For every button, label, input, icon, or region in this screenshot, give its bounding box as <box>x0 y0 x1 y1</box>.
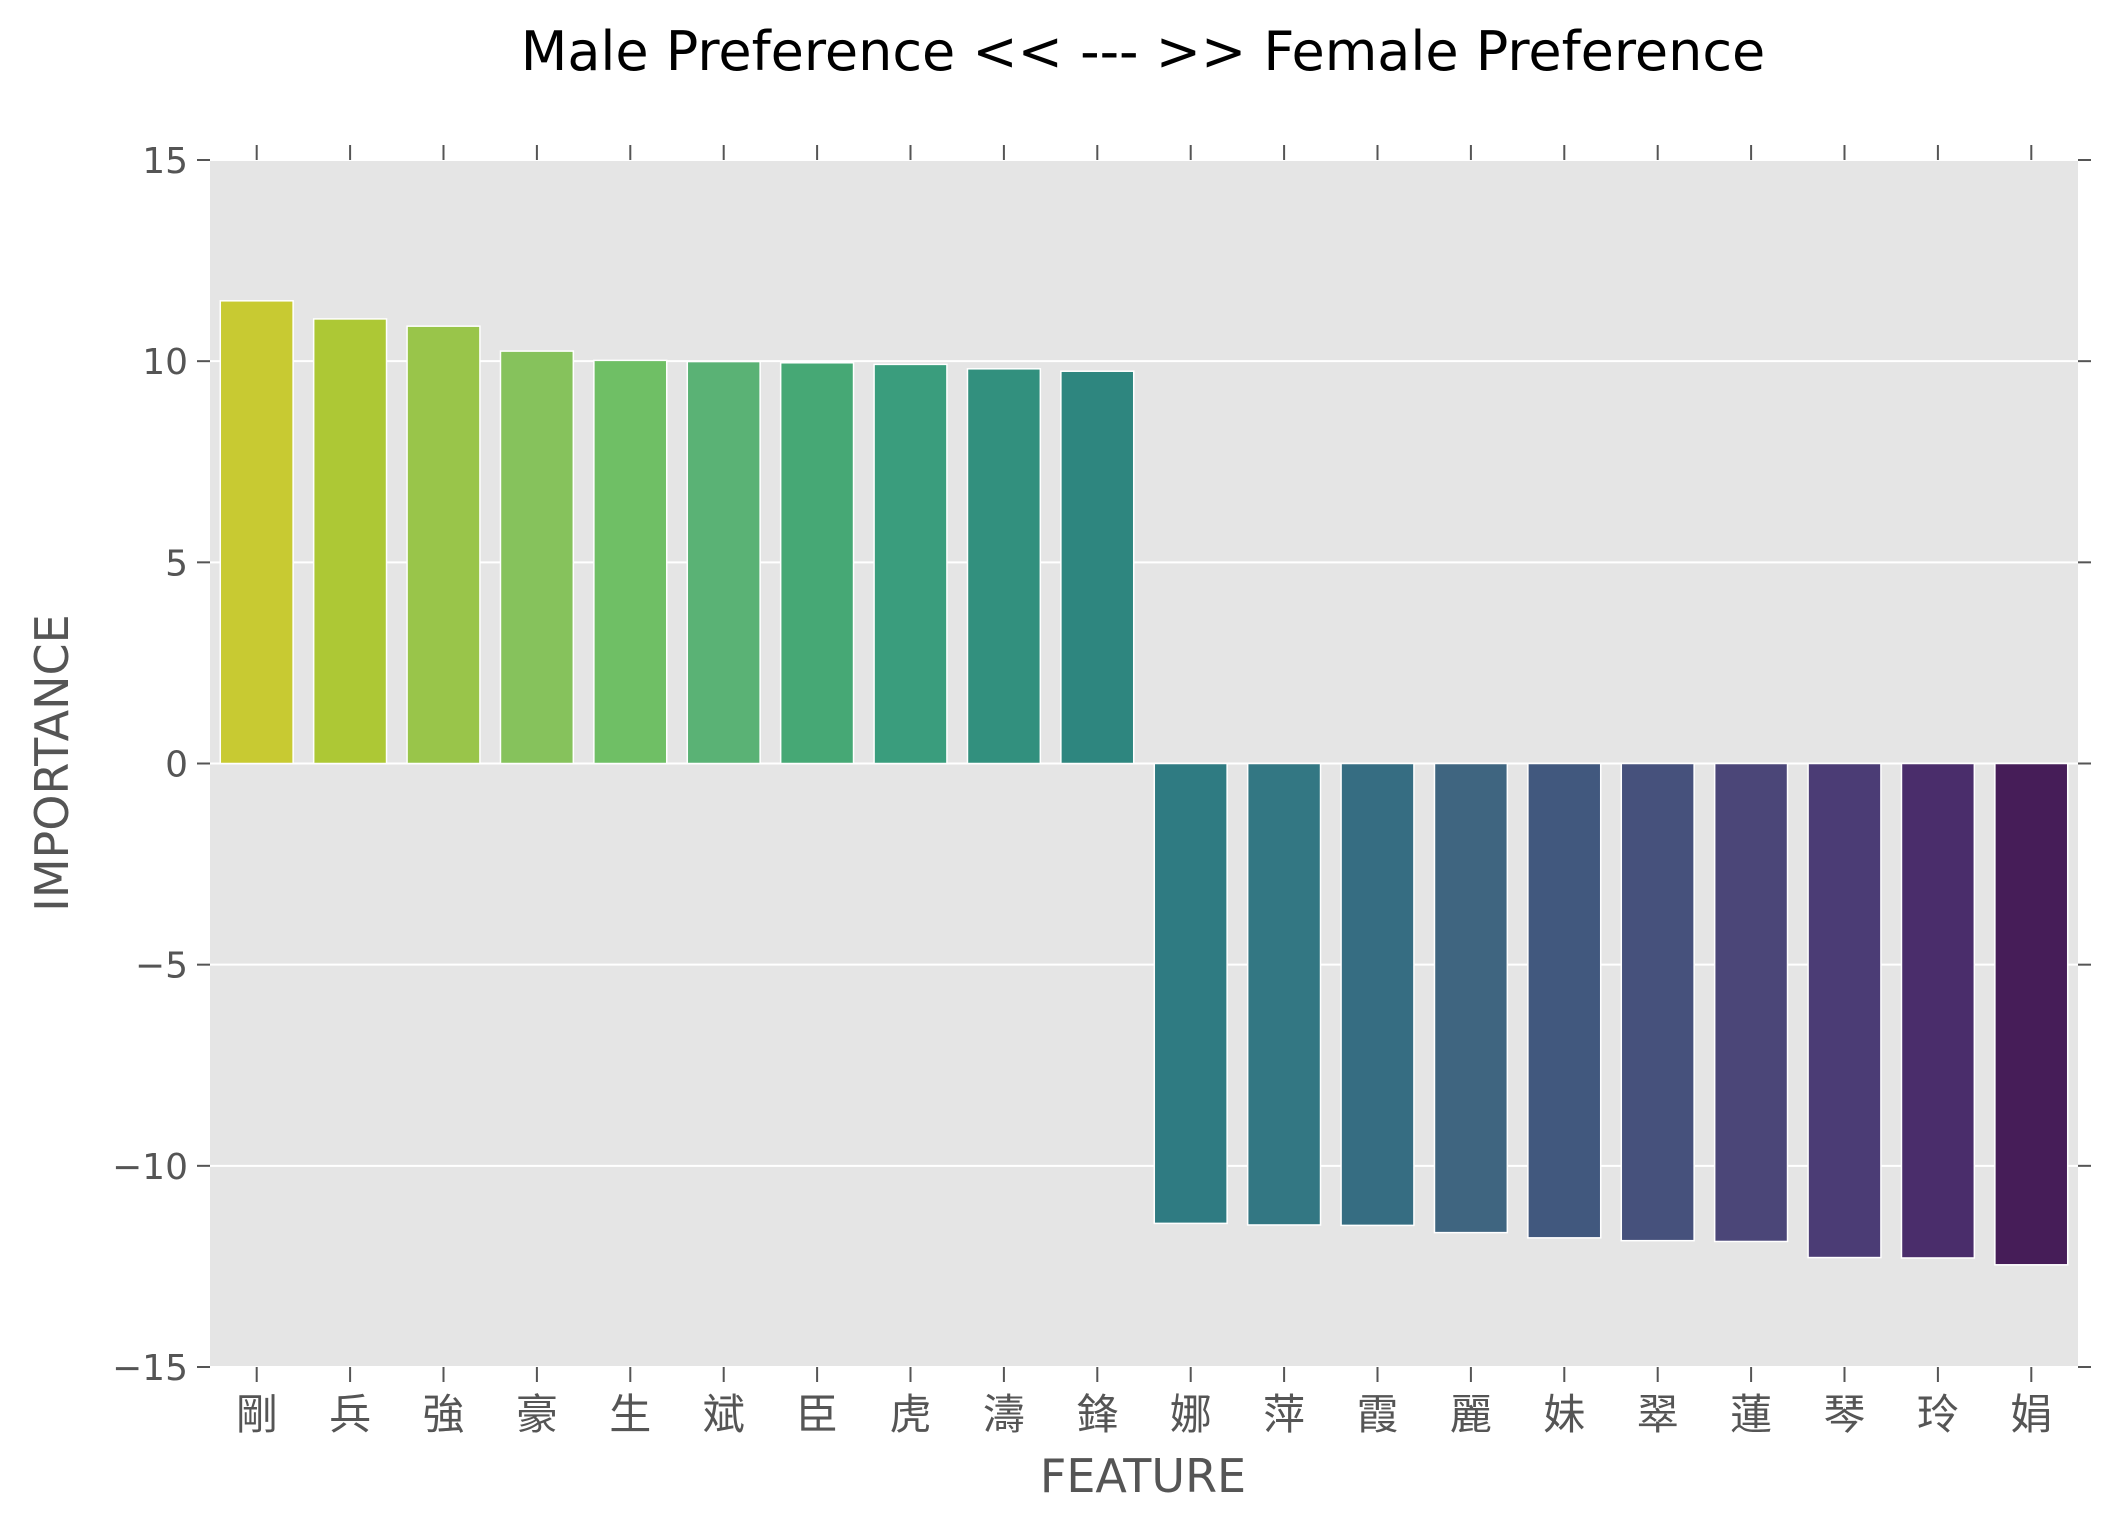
bar <box>1807 762 1882 1259</box>
y-tick-label: 0 <box>165 745 188 786</box>
bar <box>1900 762 1976 1259</box>
x-tick-label: 虎 <box>889 1390 931 1439</box>
y-tick-label: 5 <box>165 543 188 584</box>
x-tick-label: 鋒 <box>1076 1390 1118 1439</box>
bar <box>1246 762 1322 1226</box>
x-tick-label: 琴 <box>1823 1390 1865 1439</box>
bar <box>686 360 761 765</box>
y-tick-label: 10 <box>142 342 188 383</box>
y-tick-label: −10 <box>112 1147 188 1188</box>
x-tick-labels: 剛兵強豪生斌臣虎濤鋒娜萍霞麗妹翠蓮琴玲娟 <box>236 1390 2053 1439</box>
y-axis-label: IMPORTANCE <box>25 614 79 911</box>
x-tick-label: 臣 <box>796 1390 838 1439</box>
x-tick-label: 萍 <box>1263 1390 1305 1439</box>
y-tick-label: −15 <box>112 1348 188 1389</box>
bar <box>966 368 1042 765</box>
y-tick-label: −5 <box>135 946 188 987</box>
bar <box>1620 762 1695 1242</box>
x-tick-label: 蓮 <box>1730 1390 1772 1439</box>
x-tick-label: 翠 <box>1637 1390 1679 1439</box>
x-tick-label: 娜 <box>1170 1390 1212 1439</box>
bar <box>499 350 575 765</box>
y-tick-labels: 15 10 5 0 −5 −10 −15 <box>112 141 188 1389</box>
bars <box>219 300 2069 1266</box>
x-tick-label: 豪 <box>516 1390 558 1439</box>
bar <box>779 362 855 765</box>
bar <box>1153 762 1228 1225</box>
bar <box>1527 762 1602 1239</box>
x-tick-label: 剛 <box>236 1390 278 1439</box>
bar <box>1340 762 1415 1227</box>
axis-ticks <box>197 145 2091 1382</box>
bar <box>1994 762 2069 1266</box>
x-tick-label: 霞 <box>1356 1390 1398 1439</box>
x-tick-label: 兵 <box>329 1390 371 1439</box>
x-axis-label: FEATURE <box>1040 1449 1246 1503</box>
x-tick-label: 妹 <box>1543 1390 1585 1439</box>
x-tick-label: 斌 <box>703 1390 745 1439</box>
bar <box>312 318 388 765</box>
x-tick-label: 強 <box>422 1390 464 1439</box>
bar <box>1713 762 1789 1243</box>
x-tick-label: 娟 <box>2010 1390 2052 1439</box>
bar <box>593 359 668 765</box>
bar <box>1060 370 1135 765</box>
bar <box>873 363 948 765</box>
chart-title: Male Preference << --- >> Female Prefere… <box>521 20 1766 83</box>
bar <box>406 325 481 765</box>
x-tick-label: 生 <box>609 1390 651 1439</box>
x-tick-label: 麗 <box>1450 1390 1492 1439</box>
y-tick-label: 15 <box>142 141 188 182</box>
bar <box>219 300 294 765</box>
x-tick-label: 濤 <box>983 1390 1025 1439</box>
bar <box>1433 762 1509 1234</box>
x-tick-label: 玲 <box>1917 1390 1959 1439</box>
